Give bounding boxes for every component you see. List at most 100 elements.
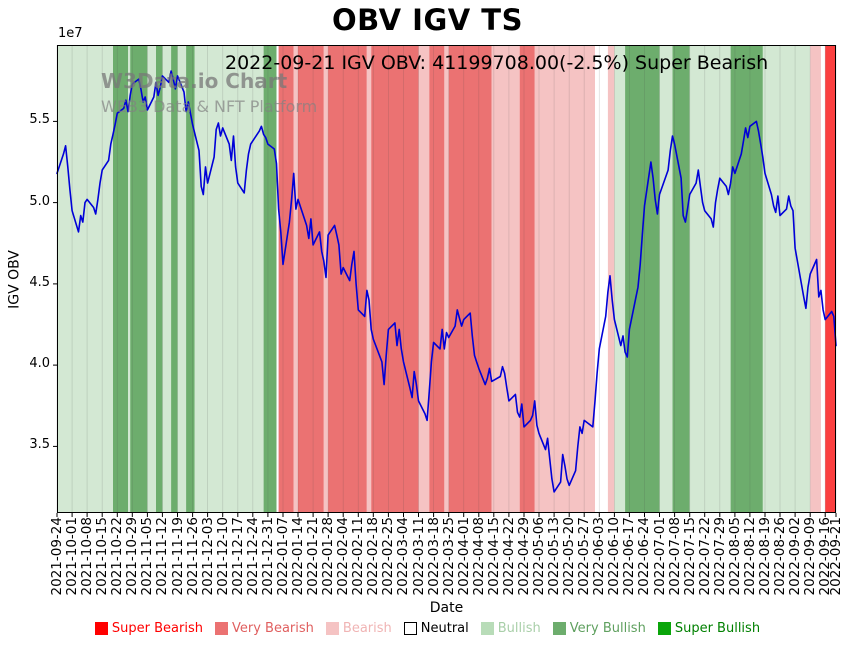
x-tick-label: 2022-05-13 <box>546 517 563 596</box>
x-tick-label: 2022-01-21 <box>305 517 322 596</box>
x-tick-label: 2022-03-18 <box>425 517 442 596</box>
sentiment-band-bullish <box>194 45 264 513</box>
sentiment-band-bearish <box>418 45 430 513</box>
x-tick-label: 2021-11-12 <box>154 517 171 596</box>
sentiment-band-very_bearish <box>429 45 445 513</box>
x-tick-label: 2021-11-26 <box>184 517 201 596</box>
x-tick-label: 2022-03-04 <box>395 517 412 596</box>
x-tick-label: 2022-07-01 <box>651 517 668 596</box>
x-tick-label: 2022-04-01 <box>455 517 472 596</box>
x-tick-label: 2021-11-05 <box>139 517 156 596</box>
x-tick-label: 2022-09-02 <box>787 517 804 596</box>
x-tick-label: 2022-07-29 <box>711 517 728 596</box>
sentiment-band-bullish <box>147 45 156 513</box>
legend-label-very_bearish: Very Bearish <box>232 621 314 636</box>
x-tick-label: 2022-02-25 <box>380 517 397 596</box>
legend-item-bullish: Bullish <box>480 621 541 636</box>
x-tick-label: 2022-02-04 <box>335 517 352 596</box>
legend-label-bullish: Bullish <box>497 621 541 636</box>
sentiment-band-bearish <box>810 45 821 513</box>
x-tick-label: 2022-08-19 <box>756 517 773 596</box>
y-tick-label: 3.5 <box>29 437 50 453</box>
sentiment-band-very_bullish <box>730 45 763 513</box>
x-tick-label: 2021-12-10 <box>214 517 231 596</box>
x-tick-label: 2021-10-15 <box>94 517 111 596</box>
legend: Super Bearish Very Bearish Bearish Neutral B… <box>0 621 855 636</box>
sentiment-band-bearish <box>534 45 595 513</box>
sentiment-band-bullish <box>57 45 113 513</box>
x-tick-label: 2022-03-11 <box>410 517 427 596</box>
x-tick-label: 2022-06-03 <box>591 517 608 596</box>
x-axis-title: Date <box>429 600 464 616</box>
sentiment-band-very_bullish <box>156 45 163 513</box>
y-tick-label: 4.5 <box>29 274 50 290</box>
legend-swatch-very_bearish <box>215 622 228 635</box>
legend-swatch-bullish <box>480 622 494 635</box>
sentiment-band-bearish <box>444 45 449 513</box>
annotation-text: 2022-09-21 IGV OBV: 41199708.00(-2.5%) S… <box>225 52 769 74</box>
x-tick-label: 2022-02-18 <box>365 517 382 596</box>
x-tick-label: 2022-01-14 <box>290 517 307 596</box>
x-tick-label: 2022-07-15 <box>681 517 698 596</box>
x-tick-label: 2021-12-17 <box>229 517 246 596</box>
plot-area: W3Data.io Chart WEB3 Data & NFT Platform… <box>53 45 837 517</box>
sentiment-band-bearish <box>293 45 298 513</box>
sentiment-band-very_bullish <box>625 45 660 513</box>
legend-label-neutral: Neutral <box>420 621 469 636</box>
x-tick-label: 2022-06-10 <box>606 517 623 596</box>
x-tick-label: 2022-08-26 <box>772 517 789 596</box>
x-tick-label: 2022-04-22 <box>500 517 517 596</box>
sentiment-band-bullish <box>762 45 811 513</box>
sentiment-band-bearish <box>366 45 372 513</box>
sentiment-band-bullish <box>162 45 171 513</box>
legend-item-bearish: Bearish <box>325 621 392 636</box>
sentiment-band-very_bearish <box>278 45 294 513</box>
obv-line <box>56 70 837 493</box>
sentiment-band-bearish <box>323 45 329 513</box>
legend-item-super_bullish: Super Bullish <box>657 621 761 636</box>
legend-swatch-neutral <box>403 622 417 635</box>
x-tick-label: 2022-09-09 <box>802 517 819 596</box>
sentiment-band-super_bearish <box>825 45 836 513</box>
x-tick-label: 2021-11-19 <box>169 517 186 596</box>
legend-label-super_bearish: Super Bearish <box>111 621 203 636</box>
sentiment-band-very_bearish <box>448 45 492 513</box>
sentiment-band-bullish <box>128 45 131 513</box>
x-tick-label: 2021-10-01 <box>64 517 81 596</box>
y-tick-label: 5.5 <box>29 112 50 128</box>
chart-title: OBV IGV TS <box>332 3 523 37</box>
x-tick-label: 2021-12-31 <box>259 517 276 596</box>
x-tick-label: 2022-08-12 <box>741 517 758 596</box>
x-tick-label: 2022-05-27 <box>576 517 593 596</box>
y-tick-label: 4.0 <box>29 356 50 372</box>
legend-item-super_bearish: Super Bearish <box>94 621 203 636</box>
x-tick-label: 2022-02-11 <box>350 517 367 596</box>
sentiment-band-very_bullish <box>672 45 690 513</box>
legend-label-super_bullish: Super Bullish <box>674 621 761 636</box>
legend-item-neutral: Neutral <box>403 621 469 636</box>
sentiment-band-bullish <box>689 45 731 513</box>
sentiment-band-bearish <box>607 45 615 513</box>
sentiment-band-very_bullish <box>171 45 178 513</box>
y-axis-exponent-label: 1e7 <box>58 26 83 41</box>
legend-swatch-very_bullish <box>552 622 566 635</box>
x-tick-label: 2021-09-24 <box>49 517 65 596</box>
x-tick-label: 2021-10-08 <box>79 517 96 596</box>
sentiment-band-bullish <box>614 45 626 513</box>
x-tick-label: 2022-05-06 <box>531 517 548 596</box>
legend-swatch-super_bullish <box>657 622 671 635</box>
sentiment-band-very_bearish <box>371 45 419 513</box>
legend-item-very_bullish: Very Bullish <box>552 621 646 636</box>
x-tick-label: 2021-12-03 <box>199 517 216 596</box>
legend-label-bearish: Bearish <box>342 621 392 636</box>
plot-border <box>57 45 836 513</box>
x-tick-label: 2022-03-25 <box>440 517 457 596</box>
x-tick-label: 2022-01-07 <box>274 517 291 596</box>
sentiment-band-very_bullish <box>186 45 195 513</box>
legend-label-very_bullish: Very Bullish <box>569 621 646 636</box>
x-tick-label: 2022-05-20 <box>561 517 578 596</box>
sentiment-band-very_bullish <box>130 45 148 513</box>
legend-item-very_bearish: Very Bearish <box>215 621 314 636</box>
sentiment-band-very_bearish <box>519 45 535 513</box>
sentiment-band-neutral <box>595 45 608 513</box>
